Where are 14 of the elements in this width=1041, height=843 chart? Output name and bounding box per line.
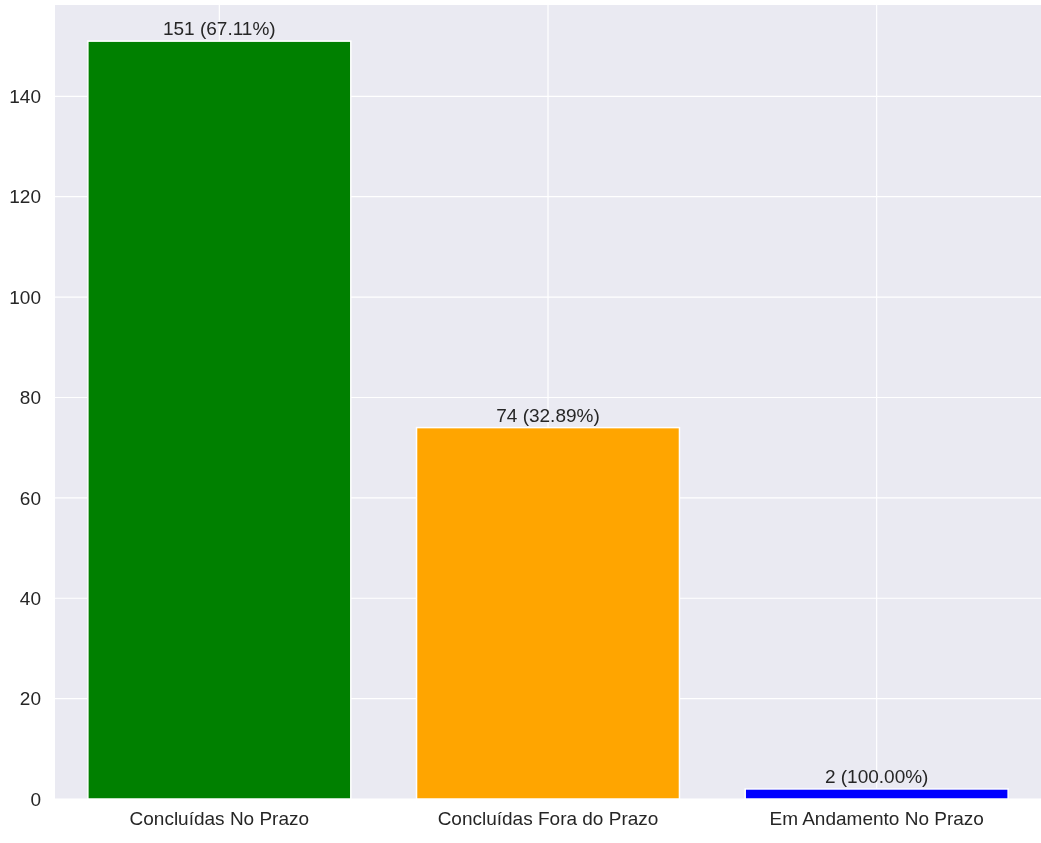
- y-tick-label: 80: [19, 387, 41, 409]
- y-tick-label: 60: [19, 487, 41, 509]
- y-tick-label: 40: [19, 587, 41, 609]
- x-tick-label: Em Andamento No Prazo: [769, 808, 984, 829]
- y-tick-label: 140: [9, 86, 41, 107]
- x-tick-label: Concluídas Fora do Prazo: [437, 808, 659, 829]
- y-tick-label: 20: [19, 688, 41, 710]
- y-tick-label: 100: [9, 286, 41, 308]
- data-label: 2 (100.00%): [824, 765, 929, 787]
- y-tick-label: 0: [30, 788, 41, 810]
- data-label: 74 (32.89%): [496, 404, 600, 426]
- data-label: 151 (67.11%): [163, 18, 276, 40]
- y-tick-label: 120: [9, 186, 41, 208]
- x-tick-label: Concluídas No Prazo: [129, 808, 310, 829]
